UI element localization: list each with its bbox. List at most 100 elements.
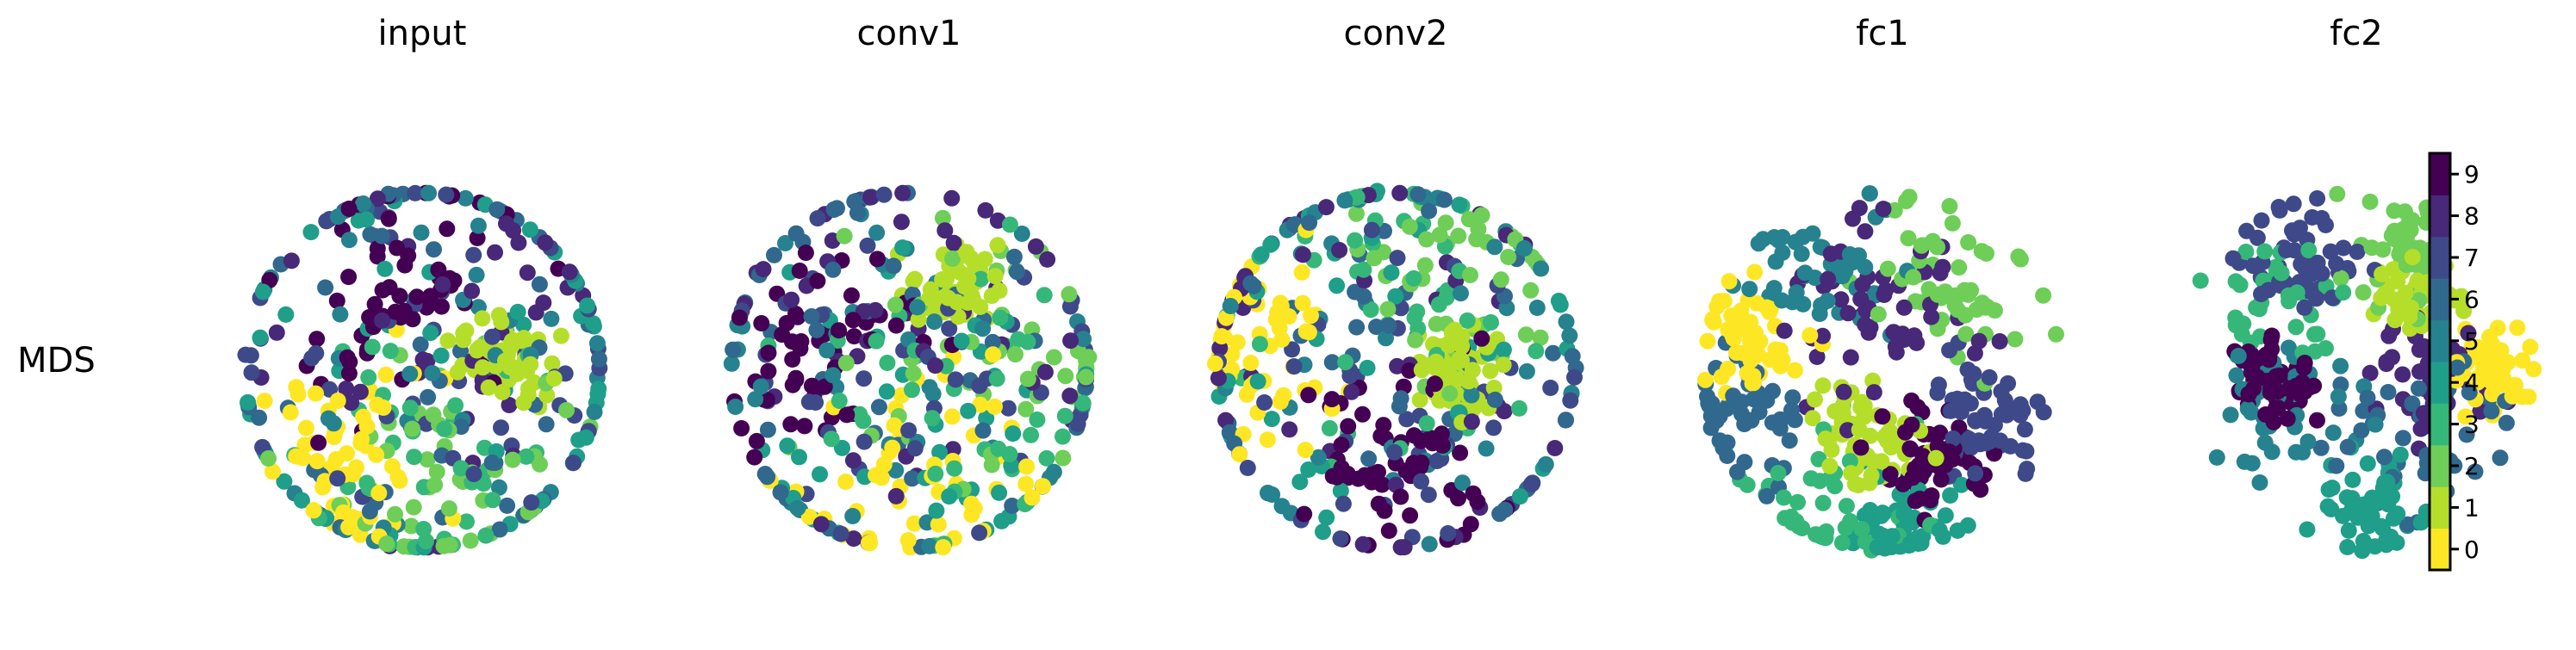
scatter-point xyxy=(2340,522,2357,539)
scatter-point xyxy=(974,320,992,337)
scatter-point xyxy=(1453,285,1469,302)
scatter-point xyxy=(1708,298,1726,315)
scatter-point xyxy=(1360,450,1378,467)
scatter-point xyxy=(1396,539,1413,556)
scatter-point xyxy=(1842,349,1859,366)
scatter-point xyxy=(1897,424,1913,441)
scatter-point xyxy=(1355,261,1372,278)
scatter-point xyxy=(1008,263,1025,281)
scatter-point xyxy=(1428,315,1445,332)
scatter-point xyxy=(1496,501,1514,518)
scatter-point xyxy=(413,224,430,241)
scatter-point xyxy=(577,429,594,446)
scatter-point xyxy=(2354,542,2371,560)
scatter-point xyxy=(522,356,539,373)
scatter-point xyxy=(1739,364,1756,381)
scatter-point xyxy=(1460,373,1478,390)
scatter-point xyxy=(1069,415,1086,432)
scatter-point xyxy=(2399,516,2417,533)
scatter-point xyxy=(1328,277,1346,294)
scatter-point xyxy=(455,325,472,342)
scatter-point xyxy=(978,410,995,427)
scatter-point xyxy=(1430,296,1447,313)
scatter-point xyxy=(483,328,501,345)
scatter-point xyxy=(1793,245,1810,263)
scatter-point xyxy=(1856,397,1873,414)
scatter-point xyxy=(314,479,332,496)
scatter-point xyxy=(1801,327,1819,344)
scatter-point xyxy=(796,418,813,435)
scatter-point xyxy=(1300,324,1317,341)
scatter-point xyxy=(2007,331,2024,348)
scatter-point xyxy=(984,333,1001,350)
scatter-point xyxy=(1256,394,1273,411)
scatter-point xyxy=(2296,259,2313,276)
scatter-point xyxy=(2467,463,2484,480)
scatter-point xyxy=(552,327,569,344)
scatter-point xyxy=(1478,440,1495,457)
colorbar-segment xyxy=(2430,236,2450,279)
scatter-point xyxy=(1784,389,1801,406)
scatter-point xyxy=(1852,439,1870,456)
scatter-point xyxy=(1291,474,1309,491)
scatter-point xyxy=(401,365,419,382)
scatter-point xyxy=(494,384,511,400)
scatter-point xyxy=(452,460,470,477)
scatter-point xyxy=(1386,443,1403,461)
scatter-point xyxy=(1857,223,1874,240)
scatter-point xyxy=(1758,487,1776,505)
scatter-point xyxy=(759,468,776,486)
scatter-point xyxy=(289,386,307,403)
scatter-point xyxy=(1398,411,1416,428)
scatter-point xyxy=(1820,270,1837,288)
scatter-point xyxy=(256,393,273,410)
scatter-point xyxy=(1857,507,1873,524)
scatter-point xyxy=(1902,441,1920,458)
scatter-point xyxy=(2253,212,2270,229)
scatter-point xyxy=(1500,249,1517,265)
scatter-point xyxy=(462,532,479,549)
scatter-point xyxy=(1273,498,1291,515)
scatter-point xyxy=(1323,354,1341,371)
scatter-point xyxy=(1895,505,1913,523)
scatter-point xyxy=(1295,246,1311,263)
scatter-point xyxy=(887,487,905,505)
scatter-point xyxy=(1242,275,1260,292)
scatter-point xyxy=(2525,361,2542,378)
scatter-point xyxy=(824,261,842,278)
scatter-point xyxy=(1970,332,1988,350)
scatter-point xyxy=(415,521,432,537)
scatter-point xyxy=(2355,402,2372,419)
scatter-point xyxy=(946,460,963,477)
scatter-point xyxy=(787,225,805,242)
scatter-point xyxy=(1418,415,1435,432)
scatter-point xyxy=(1036,287,1053,304)
scatter-point xyxy=(823,430,840,448)
scatter-point xyxy=(1324,467,1341,485)
scatter-point xyxy=(1495,341,1512,358)
scatter-point xyxy=(1355,288,1372,305)
scatter-point xyxy=(426,476,444,493)
scatter-point xyxy=(340,269,358,286)
scatter-point xyxy=(243,364,260,381)
scatter-point xyxy=(791,449,807,466)
scatter-point xyxy=(1452,444,1469,461)
scatter-point xyxy=(1906,327,1923,344)
scatter-point xyxy=(490,479,507,496)
scatter-point xyxy=(434,276,451,293)
scatter-point xyxy=(538,387,556,404)
scatter-point xyxy=(2329,185,2346,202)
scatter-point xyxy=(1701,397,1718,414)
scatter-point xyxy=(2222,406,2239,424)
scatter-point xyxy=(1711,432,1728,449)
scatter-point xyxy=(1275,387,1292,404)
scatter-point xyxy=(2278,242,2295,259)
scatter-point xyxy=(936,222,954,239)
scatter-point xyxy=(2257,406,2274,423)
scatter-point xyxy=(886,417,903,434)
scatter-point xyxy=(809,272,826,289)
scatter-point xyxy=(1765,280,1783,297)
scatter-point xyxy=(2483,403,2500,420)
scatter-point xyxy=(2253,286,2269,302)
scatter-point xyxy=(1300,461,1317,478)
